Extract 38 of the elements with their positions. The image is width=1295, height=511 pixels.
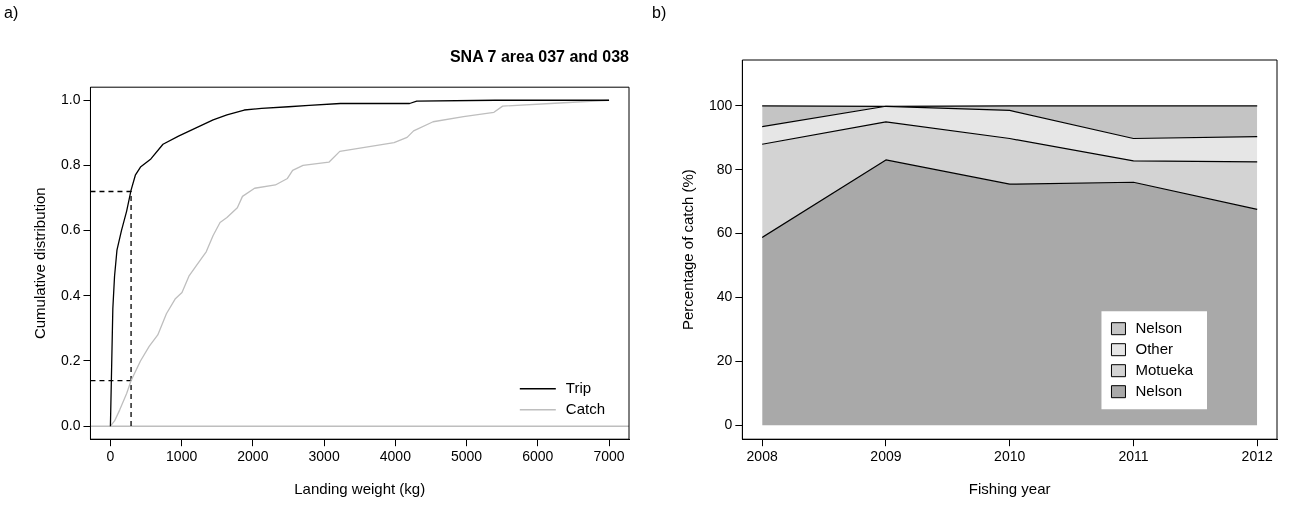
x-tick-label: 6000 — [522, 448, 554, 465]
y-tick-label: 1.0 — [60, 91, 81, 108]
x-tick-label: 1000 — [166, 448, 198, 465]
y-tick-label: 0.4 — [60, 286, 81, 303]
legend-label: Motueka — [1135, 360, 1194, 378]
y-axis-title: Percentage of catch (%) — [679, 169, 697, 331]
x-tick-label: 0 — [106, 448, 115, 465]
legend-label: Nelson — [1135, 318, 1183, 336]
x-tick-label: 2000 — [237, 448, 269, 465]
x-tick-label: 2010 — [994, 448, 1026, 465]
x-tick-label: 7000 — [593, 448, 625, 465]
y-tick-label: 80 — [716, 160, 733, 177]
legend-label: Trip — [565, 378, 592, 396]
x-tick-label: 4000 — [379, 448, 412, 465]
text: b) — [652, 4, 667, 22]
x-tick-label: 2011 — [1118, 448, 1149, 465]
x-tick-label: 5000 — [451, 448, 483, 465]
y-tick-label: 0.8 — [60, 156, 81, 173]
y-tick-label: 0 — [724, 416, 733, 433]
x-tick-label: 2008 — [746, 448, 778, 465]
legend-label: Catch — [565, 399, 605, 417]
legend-label: Other — [1135, 339, 1173, 357]
x-tick-label: 2012 — [1241, 448, 1273, 465]
y-tick-label: 60 — [716, 224, 733, 241]
y-tick-label: 40 — [716, 288, 733, 305]
x-tick-label: 3000 — [308, 448, 340, 465]
y-tick-label: 0.0 — [60, 417, 81, 434]
y-tick-label: 0.6 — [60, 221, 81, 238]
y-tick-label: 20 — [716, 352, 733, 369]
y-axis-title: Cumulative distribution — [31, 187, 49, 340]
x-axis-title: Fishing year — [968, 480, 1051, 498]
chart-title: SNA 7 area 037 and 038 — [449, 48, 630, 66]
x-axis-title: Landing weight (kg) — [294, 480, 426, 498]
y-tick-label: 0.2 — [60, 351, 81, 368]
y-tick-label: 100 — [709, 96, 733, 113]
x-tick-label: 2009 — [870, 448, 902, 465]
text: a) — [4, 4, 19, 22]
legend-label: Nelson — [1135, 381, 1183, 399]
